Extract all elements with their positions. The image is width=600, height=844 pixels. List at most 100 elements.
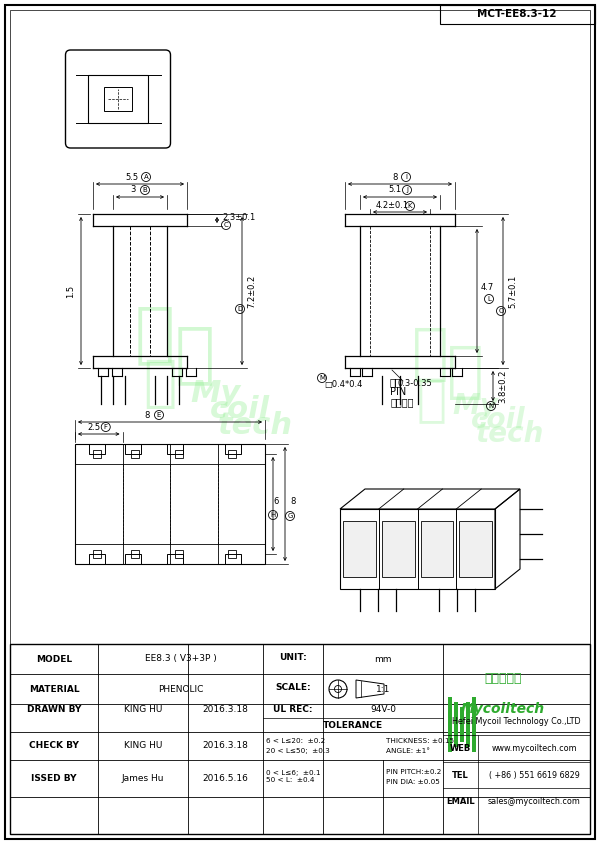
Text: C: C: [224, 222, 229, 228]
Bar: [421, 521, 453, 577]
Text: KING HU: KING HU: [124, 742, 162, 750]
Text: tech: tech: [476, 420, 544, 448]
Text: 6: 6: [274, 497, 278, 506]
Bar: [93, 450, 101, 458]
Text: 4.7: 4.7: [481, 284, 494, 293]
Text: 4.2±0.1: 4.2±0.1: [376, 201, 409, 209]
Text: DRAWN BY: DRAWN BY: [27, 706, 81, 715]
Text: KING HU: KING HU: [124, 706, 162, 715]
Text: 可: 可: [446, 343, 484, 402]
Text: 5.1: 5.1: [388, 186, 401, 194]
Bar: [104, 87, 132, 111]
Text: coil: coil: [470, 406, 526, 434]
Text: 3: 3: [130, 186, 136, 194]
Bar: [340, 509, 495, 589]
Bar: [228, 450, 236, 458]
Bar: [382, 521, 415, 577]
Text: My: My: [452, 392, 498, 420]
Text: 8: 8: [392, 172, 398, 181]
Text: 0.3-0.35: 0.3-0.35: [398, 378, 433, 387]
Bar: [448, 696, 452, 751]
Bar: [459, 521, 492, 577]
Text: THICKNESS: ±0.15: THICKNESS: ±0.15: [386, 738, 454, 744]
Bar: [167, 444, 183, 454]
Text: MATERIAL: MATERIAL: [29, 684, 79, 694]
Text: 8: 8: [145, 410, 149, 419]
Bar: [466, 701, 470, 746]
Text: 8: 8: [290, 497, 296, 506]
Text: 0 < L≤6;  ±0.1: 0 < L≤6; ±0.1: [266, 770, 320, 776]
Text: ANGLE: ±1°: ANGLE: ±1°: [386, 748, 430, 754]
Text: 2.5: 2.5: [87, 423, 100, 431]
Text: My: My: [190, 380, 240, 408]
Bar: [175, 550, 183, 558]
Text: sales@mycoiltech.com: sales@mycoiltech.com: [488, 798, 580, 806]
Text: 5.5: 5.5: [125, 172, 139, 181]
Text: E: E: [157, 412, 161, 418]
Text: 7.2±0.2: 7.2±0.2: [248, 274, 257, 307]
Text: 可: 可: [175, 321, 215, 387]
Bar: [88, 75, 148, 123]
Text: www.mycoiltech.com: www.mycoiltech.com: [491, 744, 577, 753]
Bar: [440, 5, 595, 24]
Text: 都要打扁: 都要打扁: [390, 397, 414, 407]
Text: D: D: [238, 306, 242, 312]
Text: I: I: [405, 174, 407, 180]
Bar: [175, 450, 183, 458]
Text: PIN: PIN: [390, 387, 406, 397]
Text: SCALE:: SCALE:: [275, 683, 311, 691]
Text: H: H: [271, 512, 275, 518]
Text: J: J: [406, 187, 408, 193]
Bar: [125, 444, 141, 454]
Text: N: N: [488, 403, 494, 409]
Text: CHECK BY: CHECK BY: [29, 742, 79, 750]
Text: ( +86 ) 551 6619 6829: ( +86 ) 551 6619 6829: [488, 771, 580, 780]
Text: TEL: TEL: [452, 771, 469, 780]
Text: TOLERANCE: TOLERANCE: [323, 722, 383, 731]
Bar: [89, 554, 105, 564]
Bar: [167, 554, 183, 564]
Text: 一: 一: [417, 376, 447, 424]
Text: MCT-EE8.3-12: MCT-EE8.3-12: [477, 9, 557, 19]
Bar: [225, 554, 241, 564]
Bar: [454, 701, 458, 746]
Text: WEB: WEB: [450, 744, 471, 753]
Text: Mycoiltech: Mycoiltech: [461, 701, 545, 716]
Text: 6 < L≤20:  ±0.2: 6 < L≤20: ±0.2: [266, 738, 325, 744]
Text: 94V-0: 94V-0: [370, 706, 396, 715]
Bar: [228, 550, 236, 558]
Text: ISSED BY: ISSED BY: [31, 774, 77, 783]
Text: 麦: 麦: [135, 301, 175, 367]
Text: PHENOLIC: PHENOLIC: [158, 684, 203, 694]
Text: B: B: [143, 187, 148, 193]
Text: 50 < L:  ±0.4: 50 < L: ±0.4: [266, 777, 314, 783]
Text: 麦: 麦: [412, 324, 448, 383]
Text: EE8.3 ( V3+3P ): EE8.3 ( V3+3P ): [145, 654, 217, 663]
Text: 2016.5.16: 2016.5.16: [203, 774, 248, 783]
Text: mm: mm: [374, 654, 392, 663]
Text: UNIT:: UNIT:: [279, 652, 307, 662]
Bar: [93, 550, 101, 558]
Text: M: M: [319, 375, 325, 381]
Polygon shape: [493, 677, 513, 692]
Text: 1.5: 1.5: [67, 284, 76, 298]
Text: PIN DIA: ±0.05: PIN DIA: ±0.05: [386, 778, 440, 785]
Text: PIN PITCH:±0.2: PIN PITCH:±0.2: [386, 770, 442, 776]
Text: 2.3±0.1: 2.3±0.1: [223, 213, 256, 221]
Text: 2016.3.18: 2016.3.18: [203, 706, 248, 715]
Bar: [460, 706, 464, 742]
Text: 2016.3.18: 2016.3.18: [203, 742, 248, 750]
Bar: [125, 554, 141, 564]
Text: O: O: [499, 308, 503, 314]
Text: MODEL: MODEL: [36, 654, 72, 663]
Text: 3.8±0.2: 3.8±0.2: [499, 370, 508, 403]
Text: A: A: [143, 174, 148, 180]
Bar: [75, 444, 265, 564]
Text: UL REC:: UL REC:: [273, 706, 313, 715]
Text: G: G: [287, 513, 293, 519]
Text: F: F: [104, 424, 108, 430]
Bar: [131, 550, 139, 558]
Bar: [472, 696, 476, 751]
Bar: [225, 444, 241, 454]
Text: Hefei Mycoil Technology Co.,LTD: Hefei Mycoil Technology Co.,LTD: [452, 717, 581, 727]
